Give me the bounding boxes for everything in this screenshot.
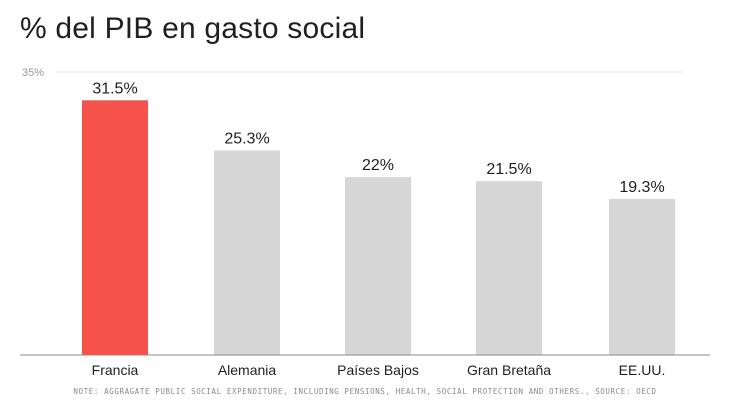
source-note: NOTE: AGGRAGATE PUBLIC SOCIAL EXPENDITUR…	[73, 387, 657, 396]
bars-group: 31.5% Francia 25.3% Alemania 22% Países Bajos…	[82, 80, 675, 378]
value-label-4: 19.3%	[619, 179, 664, 196]
value-label-0: 31.5%	[92, 80, 137, 97]
value-label-2: 22%	[362, 157, 394, 174]
bar-4	[609, 198, 675, 355]
bar-1	[214, 150, 280, 355]
category-label-3: Gran Bretaña	[467, 362, 551, 378]
category-label-0: Francia	[92, 362, 139, 378]
bar-2	[345, 177, 411, 355]
value-label-1: 25.3%	[224, 130, 269, 147]
bar-0	[82, 100, 148, 355]
chart-title: % del PIB en gasto social	[20, 12, 366, 45]
value-label-3: 21.5%	[486, 161, 531, 178]
category-label-1: Alemania	[218, 362, 277, 378]
y-tick-label: 35%	[22, 67, 44, 79]
bar-3	[476, 181, 542, 355]
category-label-4: EE.UU.	[619, 362, 666, 378]
category-label-2: Países Bajos	[337, 362, 419, 378]
